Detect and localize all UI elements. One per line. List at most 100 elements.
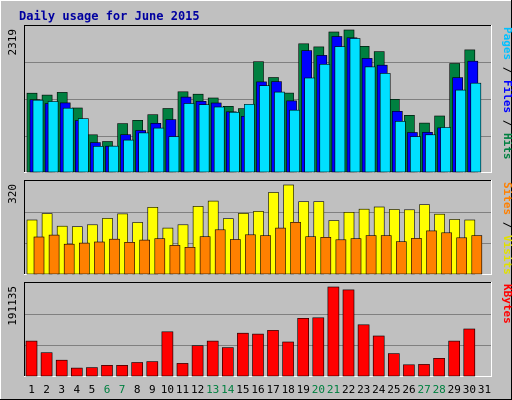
bar-pages-day-15 xyxy=(244,104,255,173)
bar-pages-day-16 xyxy=(259,85,270,173)
x-tick-label-day-10: 10 xyxy=(161,383,174,396)
x-tick-label-day-18: 18 xyxy=(282,383,295,396)
x-tick-label-day-20: 20 xyxy=(312,383,325,396)
legend-separator: / xyxy=(501,60,512,80)
chart-panel-3: 191135 KBytes xyxy=(6,282,512,377)
bar-pages-day-18 xyxy=(289,109,300,173)
x-tick-label-day-31: 31 xyxy=(478,383,491,396)
bar-sites-day-undefined xyxy=(63,243,75,275)
x-tick-label-day-21: 21 xyxy=(327,383,340,396)
x-tick-label-day-29: 29 xyxy=(448,383,461,396)
bar-sites-day-undefined xyxy=(139,239,150,275)
bar-sites-day-undefined xyxy=(395,241,407,275)
bar-sites-day-undefined xyxy=(365,235,377,275)
x-tick-label-day-11: 11 xyxy=(176,383,189,396)
bar-kbytes-day-undefined xyxy=(327,286,340,377)
bar-kbytes-day-undefined xyxy=(448,340,461,377)
bar-sites-day-undefined xyxy=(245,234,256,275)
bar-kbytes-day-undefined xyxy=(297,317,310,377)
bar-kbytes-day-undefined xyxy=(40,352,53,377)
bar-kbytes-day-undefined xyxy=(206,340,219,377)
bar-kbytes-day-undefined xyxy=(101,364,113,377)
bar-pages-day-24 xyxy=(379,73,391,173)
bar-kbytes-day-undefined xyxy=(161,331,174,377)
bar-pages-day-8 xyxy=(138,132,149,173)
bar-kbytes-day-undefined xyxy=(372,335,385,377)
x-tick-label-day-25: 25 xyxy=(387,383,400,396)
chart-panel-1: 2319 Pages / Files / Hits xyxy=(6,25,512,173)
bar-sites-day-undefined xyxy=(169,245,181,275)
bar-kbytes-day-undefined xyxy=(312,317,325,377)
bar-pages-day-21 xyxy=(334,46,346,173)
bar-pages-day-30 xyxy=(470,82,482,173)
legend-kbytes: KBytes xyxy=(501,284,512,324)
x-tick-label-day-12: 12 xyxy=(191,383,204,396)
bar-sites-day-undefined xyxy=(124,242,135,275)
x-tick-label-day-28: 28 xyxy=(433,383,446,396)
bar-pages-day-5 xyxy=(93,146,104,173)
bar-kbytes-day-undefined xyxy=(116,364,128,377)
bar-kbytes-day-undefined xyxy=(237,332,249,377)
x-tick-label-day-13: 13 xyxy=(206,383,219,396)
bar-kbytes-day-undefined xyxy=(25,340,38,377)
x-tick-label-day-8: 8 xyxy=(134,383,141,396)
bar-kbytes-day-undefined xyxy=(267,330,279,377)
bar-kbytes-day-undefined xyxy=(176,363,189,377)
bar-kbytes-day-undefined xyxy=(387,353,400,377)
bar-kbytes-day-undefined xyxy=(418,364,430,377)
bar-kbytes-day-undefined xyxy=(357,324,370,377)
bar-kbytes-day-undefined xyxy=(282,341,294,377)
bar-sites-day-undefined xyxy=(260,235,271,275)
chart-panels: 2319 Pages / Files / Hits 320 Sites / Visit… xyxy=(6,25,512,377)
x-axis-tick-labels: 1 2 3 4 5 6 7 8 9 10 11 12 13 14 15 16 17 18 19 20 21 22 23 24 2… xyxy=(28,383,491,396)
bar-sites-day-undefined xyxy=(320,237,332,275)
bar-pages-day-26 xyxy=(410,136,421,173)
legend-sites: Sites xyxy=(501,182,512,215)
bar-kbytes-day-undefined xyxy=(71,367,83,377)
x-tick-label-day-24: 24 xyxy=(372,383,386,396)
bar-sites-day-undefined xyxy=(79,242,90,275)
bar-sites-day-undefined xyxy=(411,238,422,275)
bar-pages-day-12 xyxy=(198,104,210,173)
bar-pages-day-11 xyxy=(183,103,195,173)
bar-sites-day-undefined xyxy=(441,232,452,275)
x-tick-label-day-2: 2 xyxy=(43,383,50,396)
legend-pages: Pages xyxy=(501,27,512,60)
bar-pages-day-14 xyxy=(229,112,240,173)
x-tick-label-day-14: 14 xyxy=(221,383,235,396)
legend-separator: / xyxy=(501,113,512,133)
bar-pages-day-23 xyxy=(364,66,376,173)
bar-pages-day-28 xyxy=(440,127,451,173)
bar-pages-day-6 xyxy=(108,145,119,173)
bar-kbytes-day-undefined xyxy=(146,361,159,377)
bar-sites-day-undefined xyxy=(275,227,286,275)
x-tick-label-day-19: 19 xyxy=(297,383,310,396)
y-max-label: 2319 xyxy=(6,29,19,56)
bar-sites-day-undefined xyxy=(305,236,317,275)
x-tick-label-day-9: 9 xyxy=(149,383,156,396)
bar-pages-day-22 xyxy=(349,38,361,173)
bar-kbytes-day-undefined xyxy=(86,367,98,377)
bar-sites-day-undefined xyxy=(350,238,362,275)
x-tick-label-day-7: 7 xyxy=(119,383,126,396)
bar-kbytes-day-undefined xyxy=(55,359,68,377)
x-tick-label-day-1: 1 xyxy=(28,383,35,396)
bar-sites-day-undefined xyxy=(230,239,241,275)
x-tick-label-day-15: 15 xyxy=(236,383,249,396)
bar-pages-day-2 xyxy=(47,101,59,173)
bar-sites-day-undefined xyxy=(199,236,211,275)
bar-sites-day-undefined xyxy=(290,222,301,275)
x-tick-label-day-23: 23 xyxy=(357,383,370,396)
bar-pages-day-20 xyxy=(319,64,331,173)
bar-pages-day-9 xyxy=(153,127,165,173)
bar-sites-day-undefined xyxy=(154,238,166,275)
bar-kbytes-day-undefined xyxy=(131,362,143,377)
series-legend: Sites / Visits xyxy=(501,182,512,275)
bar-pages-day-1 xyxy=(32,99,44,173)
x-tick-label-day-17: 17 xyxy=(266,383,279,396)
series-legend: KBytes xyxy=(501,284,512,324)
x-tick-label-day-6: 6 xyxy=(104,383,111,396)
x-tick-label-day-16: 16 xyxy=(251,383,264,396)
bar-sites-day-undefined xyxy=(184,247,196,275)
